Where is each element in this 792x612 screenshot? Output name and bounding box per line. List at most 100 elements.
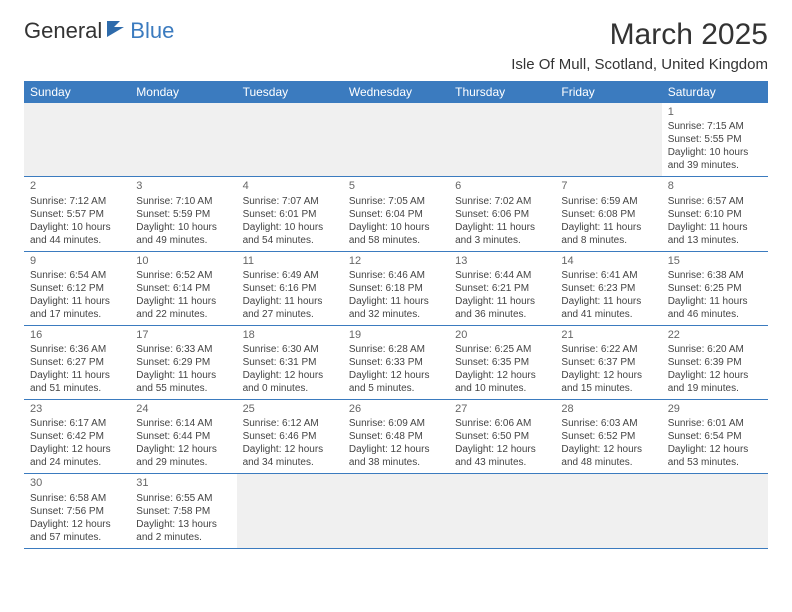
day-cell-blank [237,474,343,547]
day-cell: 3Sunrise: 7:10 AMSunset: 5:59 PMDaylight… [130,177,236,250]
day-daylight2: and 3 minutes. [455,234,549,247]
title-block: March 2025 Isle Of Mull, Scotland, Unite… [511,18,768,73]
day-cell: 31Sunrise: 6:55 AMSunset: 7:58 PMDayligh… [130,474,236,547]
day-daylight1: Daylight: 11 hours [455,221,549,234]
day-daylight1: Daylight: 11 hours [668,221,762,234]
day-cell: 12Sunrise: 6:46 AMSunset: 6:18 PMDayligh… [343,252,449,325]
day-cell: 29Sunrise: 6:01 AMSunset: 6:54 PMDayligh… [662,400,768,473]
day-cell-blank [130,103,236,176]
weekday-header: Tuesday [237,81,343,103]
day-cell: 21Sunrise: 6:22 AMSunset: 6:37 PMDayligh… [555,326,661,399]
day-daylight2: and 17 minutes. [30,308,124,321]
page-header: General Blue March 2025 Isle Of Mull, Sc… [24,18,768,73]
week-row: 1Sunrise: 7:15 AMSunset: 5:55 PMDaylight… [24,103,768,177]
day-daylight2: and 5 minutes. [349,382,443,395]
day-sunset: Sunset: 6:08 PM [561,208,655,221]
day-sunset: Sunset: 6:06 PM [455,208,549,221]
day-daylight2: and 46 minutes. [668,308,762,321]
day-number: 16 [30,328,124,342]
day-number: 9 [30,254,124,268]
day-number: 1 [668,105,762,119]
day-sunrise: Sunrise: 7:02 AM [455,195,549,208]
day-daylight2: and 58 minutes. [349,234,443,247]
weekday-header: Monday [130,81,236,103]
day-sunset: Sunset: 6:52 PM [561,430,655,443]
day-cell: 30Sunrise: 6:58 AMSunset: 7:56 PMDayligh… [24,474,130,547]
day-daylight2: and 15 minutes. [561,382,655,395]
weekday-header: Thursday [449,81,555,103]
day-sunrise: Sunrise: 6:25 AM [455,343,549,356]
day-daylight1: Daylight: 12 hours [349,443,443,456]
day-daylight1: Daylight: 11 hours [136,369,230,382]
day-cell: 2Sunrise: 7:12 AMSunset: 5:57 PMDaylight… [24,177,130,250]
day-number: 29 [668,402,762,416]
day-number: 30 [30,476,124,490]
day-sunset: Sunset: 6:44 PM [136,430,230,443]
day-daylight1: Daylight: 12 hours [136,443,230,456]
day-cell: 1Sunrise: 7:15 AMSunset: 5:55 PMDaylight… [662,103,768,176]
day-daylight2: and 39 minutes. [668,159,762,172]
day-daylight1: Daylight: 11 hours [136,295,230,308]
day-sunset: Sunset: 6:23 PM [561,282,655,295]
day-number: 13 [455,254,549,268]
day-cell: 13Sunrise: 6:44 AMSunset: 6:21 PMDayligh… [449,252,555,325]
day-daylight2: and 43 minutes. [455,456,549,469]
day-cell: 27Sunrise: 6:06 AMSunset: 6:50 PMDayligh… [449,400,555,473]
day-cell-blank [662,474,768,547]
day-daylight2: and 49 minutes. [136,234,230,247]
day-sunset: Sunset: 6:39 PM [668,356,762,369]
day-sunrise: Sunrise: 6:38 AM [668,269,762,282]
day-sunset: Sunset: 6:21 PM [455,282,549,295]
day-number: 26 [349,402,443,416]
day-cell-blank [555,103,661,176]
day-sunset: Sunset: 5:59 PM [136,208,230,221]
weekday-header: Wednesday [343,81,449,103]
logo-text-blue: Blue [130,18,174,44]
day-number: 18 [243,328,337,342]
day-cell: 17Sunrise: 6:33 AMSunset: 6:29 PMDayligh… [130,326,236,399]
day-sunset: Sunset: 6:35 PM [455,356,549,369]
day-number: 11 [243,254,337,268]
day-sunrise: Sunrise: 7:10 AM [136,195,230,208]
calendar-grid: SundayMondayTuesdayWednesdayThursdayFrid… [24,81,768,549]
week-row: 2Sunrise: 7:12 AMSunset: 5:57 PMDaylight… [24,177,768,251]
day-number: 23 [30,402,124,416]
day-cell: 6 Sunrise: 7:02 AMSunset: 6:06 PMDaylight… [449,177,555,250]
day-sunrise: Sunrise: 6:14 AM [136,417,230,430]
day-sunset: Sunset: 6:01 PM [243,208,337,221]
day-cell: 26Sunrise: 6:09 AMSunset: 6:48 PMDayligh… [343,400,449,473]
day-cell: 19Sunrise: 6:28 AMSunset: 6:33 PMDayligh… [343,326,449,399]
day-sunset: Sunset: 6:12 PM [30,282,124,295]
day-sunrise: Sunrise: 6:17 AM [30,417,124,430]
logo: General Blue [24,18,174,44]
day-daylight2: and 48 minutes. [561,456,655,469]
day-sunrise: Sunrise: 6:59 AM [561,195,655,208]
day-cell: 16Sunrise: 6:36 AMSunset: 6:27 PMDayligh… [24,326,130,399]
logo-text-general: General [24,18,102,44]
day-sunrise: Sunrise: 6:46 AM [349,269,443,282]
day-sunrise: Sunrise: 6:54 AM [30,269,124,282]
day-sunset: Sunset: 6:54 PM [668,430,762,443]
day-daylight2: and 19 minutes. [668,382,762,395]
day-sunrise: Sunrise: 6:28 AM [349,343,443,356]
day-number: 6 [455,179,549,193]
day-daylight2: and 10 minutes. [455,382,549,395]
day-daylight2: and 54 minutes. [243,234,337,247]
day-sunset: Sunset: 6:27 PM [30,356,124,369]
day-daylight1: Daylight: 10 hours [136,221,230,234]
day-daylight1: Daylight: 12 hours [561,443,655,456]
day-daylight1: Daylight: 12 hours [243,443,337,456]
day-daylight1: Daylight: 12 hours [30,518,124,531]
day-daylight1: Daylight: 11 hours [30,369,124,382]
day-daylight2: and 8 minutes. [561,234,655,247]
day-sunset: Sunset: 6:50 PM [455,430,549,443]
day-sunrise: Sunrise: 6:09 AM [349,417,443,430]
day-sunrise: Sunrise: 6:22 AM [561,343,655,356]
day-number: 19 [349,328,443,342]
day-cell: 7Sunrise: 6:59 AMSunset: 6:08 PMDaylight… [555,177,661,250]
day-number: 21 [561,328,655,342]
day-sunrise: Sunrise: 7:05 AM [349,195,443,208]
day-sunset: Sunset: 6:33 PM [349,356,443,369]
day-sunrise: Sunrise: 6:03 AM [561,417,655,430]
day-daylight1: Daylight: 11 hours [243,295,337,308]
